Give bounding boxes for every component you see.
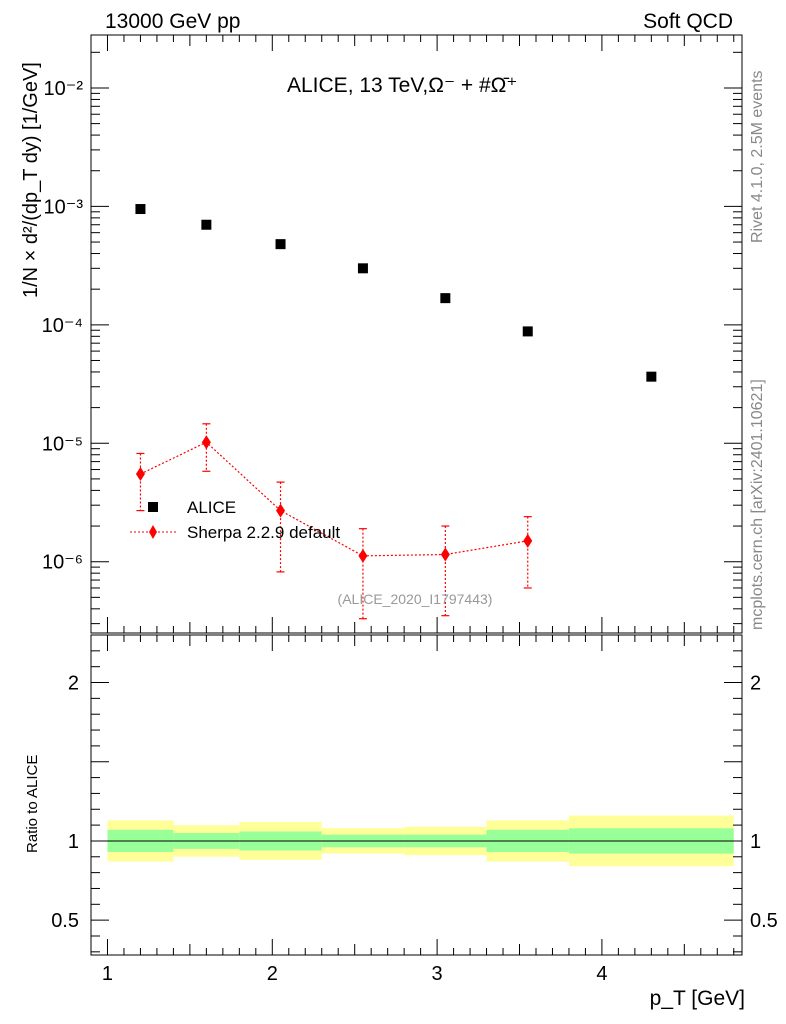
main-y-tick-label: 10⁻³: [44, 196, 84, 218]
ratio-y-tick-label: 2: [68, 673, 79, 695]
x-tick-label: 2: [267, 963, 278, 985]
main-y-tick-label: 10⁻⁴: [42, 315, 83, 337]
legend-sherpa-label: Sherpa 2.2.9 default: [187, 523, 340, 542]
x-tick-label: 3: [432, 963, 443, 985]
ratio-y-tick-label: 1: [68, 831, 79, 853]
source-label: mcplots.cern.ch [arXiv:2401.10621]: [749, 379, 766, 630]
x-tick-label: 4: [596, 963, 607, 985]
legend-sherpa-marker: [149, 525, 157, 539]
sherpa-line-path: [140, 441, 528, 557]
ratio-y-tick-label-right: 1: [750, 831, 761, 853]
sherpa-error-bars: [136, 423, 532, 620]
header-left: 13000 GeV pp: [105, 10, 240, 33]
ratio-y-tick-label-right: 0.5: [750, 910, 778, 932]
x-tick-labels: 1 2 3 4: [102, 963, 608, 985]
ratio-y-tick-labels: 0.5 0.5 1 1 2 2: [51, 673, 778, 933]
plot-title: ALICE, 13 TeV,Ω⁻ + #Ω̄⁺: [287, 74, 517, 97]
main-plot-frame: [90, 34, 743, 634]
ratio-y-tick-label-right: 2: [750, 673, 761, 695]
alice-point: [201, 219, 212, 230]
main-y-tick-label: 10⁻⁵: [42, 433, 83, 455]
sherpa-series-line: [140, 441, 528, 557]
legend-alice-label: ALICE: [187, 498, 236, 517]
x-tick-label: 1: [102, 963, 113, 985]
analysis-id: (ALICE_2020_I1797443): [338, 591, 493, 607]
sherpa-point: [276, 503, 286, 518]
rivet-label: Rivet 4.1.0, 2.5M events: [749, 70, 766, 243]
ratio-plot-frame: [90, 634, 743, 956]
ratio-axis-ticks: [91, 635, 742, 955]
plot-title-particles: Ω⁻ + #Ω̄⁺: [428, 74, 517, 97]
ratio-frame-box: [90, 634, 743, 956]
main-y-tick-label: 10⁻²: [44, 78, 84, 100]
alice-point: [440, 293, 451, 304]
plot-title-text: ALICE, 13 TeV,: [287, 74, 428, 97]
main-frame-box: [90, 34, 743, 634]
main-axis-ticks: [91, 35, 742, 633]
alice-point: [522, 326, 533, 337]
sherpa-point: [201, 435, 211, 450]
alice-point: [357, 263, 368, 274]
sherpa-points: [135, 435, 533, 563]
main-y-axis-title: 1/N × d²/(dp_T dy) [1/GeV]: [20, 62, 42, 298]
x-axis-title: p_T [GeV]: [650, 987, 745, 1010]
legend: ALICE Sherpa 2.2.9 default: [130, 498, 340, 542]
ratio-y-axis-title: Ratio to ALICE: [24, 755, 41, 853]
sherpa-point: [523, 533, 533, 548]
ratio-y-tick-label: 0.5: [51, 910, 79, 932]
sherpa-point: [358, 548, 368, 563]
main-y-tick-label: 10⁻⁶: [42, 552, 83, 574]
sherpa-point: [135, 467, 145, 482]
legend-alice-marker: [148, 502, 158, 512]
header-right: Soft QCD: [643, 10, 733, 33]
sherpa-point: [440, 547, 450, 562]
main-y-tick-labels: 10⁻⁶ 10⁻⁵ 10⁻⁴ 10⁻³ 10⁻²: [42, 78, 84, 574]
alice-points: [135, 204, 657, 382]
alice-point: [135, 204, 146, 215]
alice-point: [646, 371, 657, 382]
alice-point: [275, 239, 286, 250]
